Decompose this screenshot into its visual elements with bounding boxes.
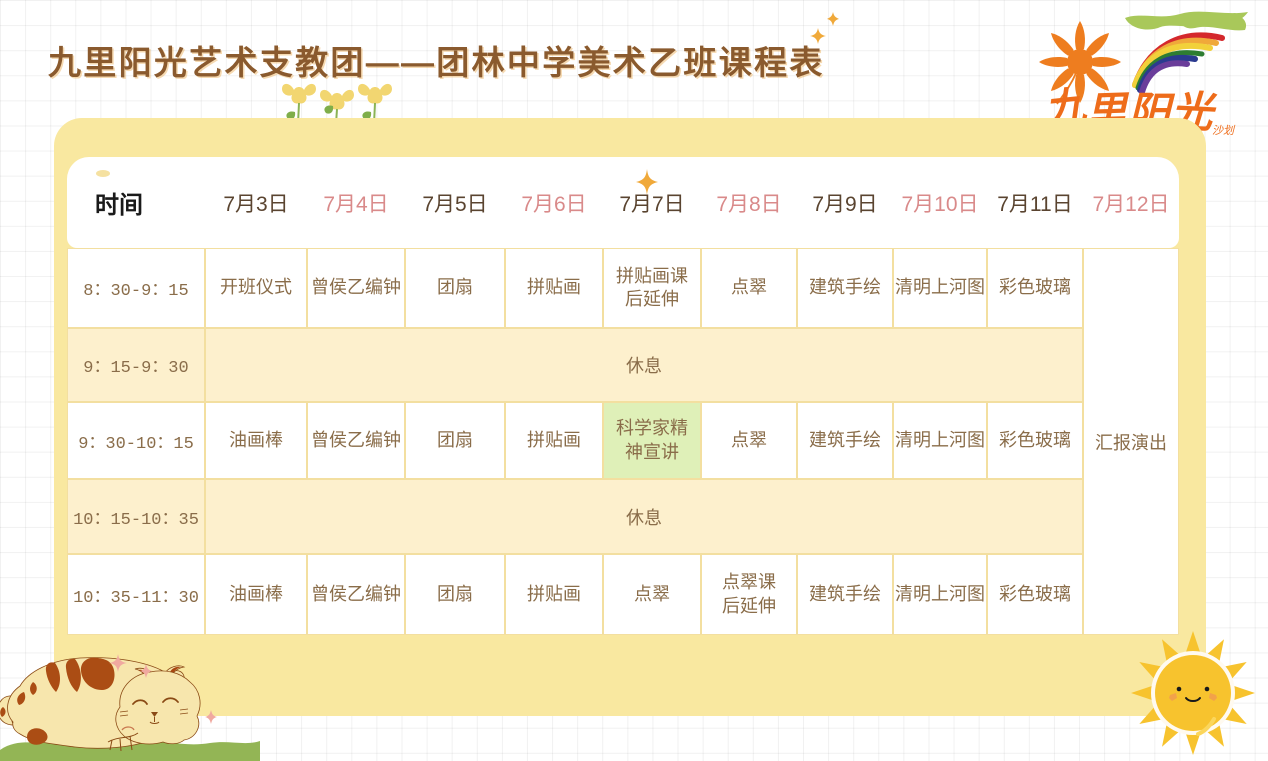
- svg-text:沙划: 沙划: [1212, 124, 1236, 137]
